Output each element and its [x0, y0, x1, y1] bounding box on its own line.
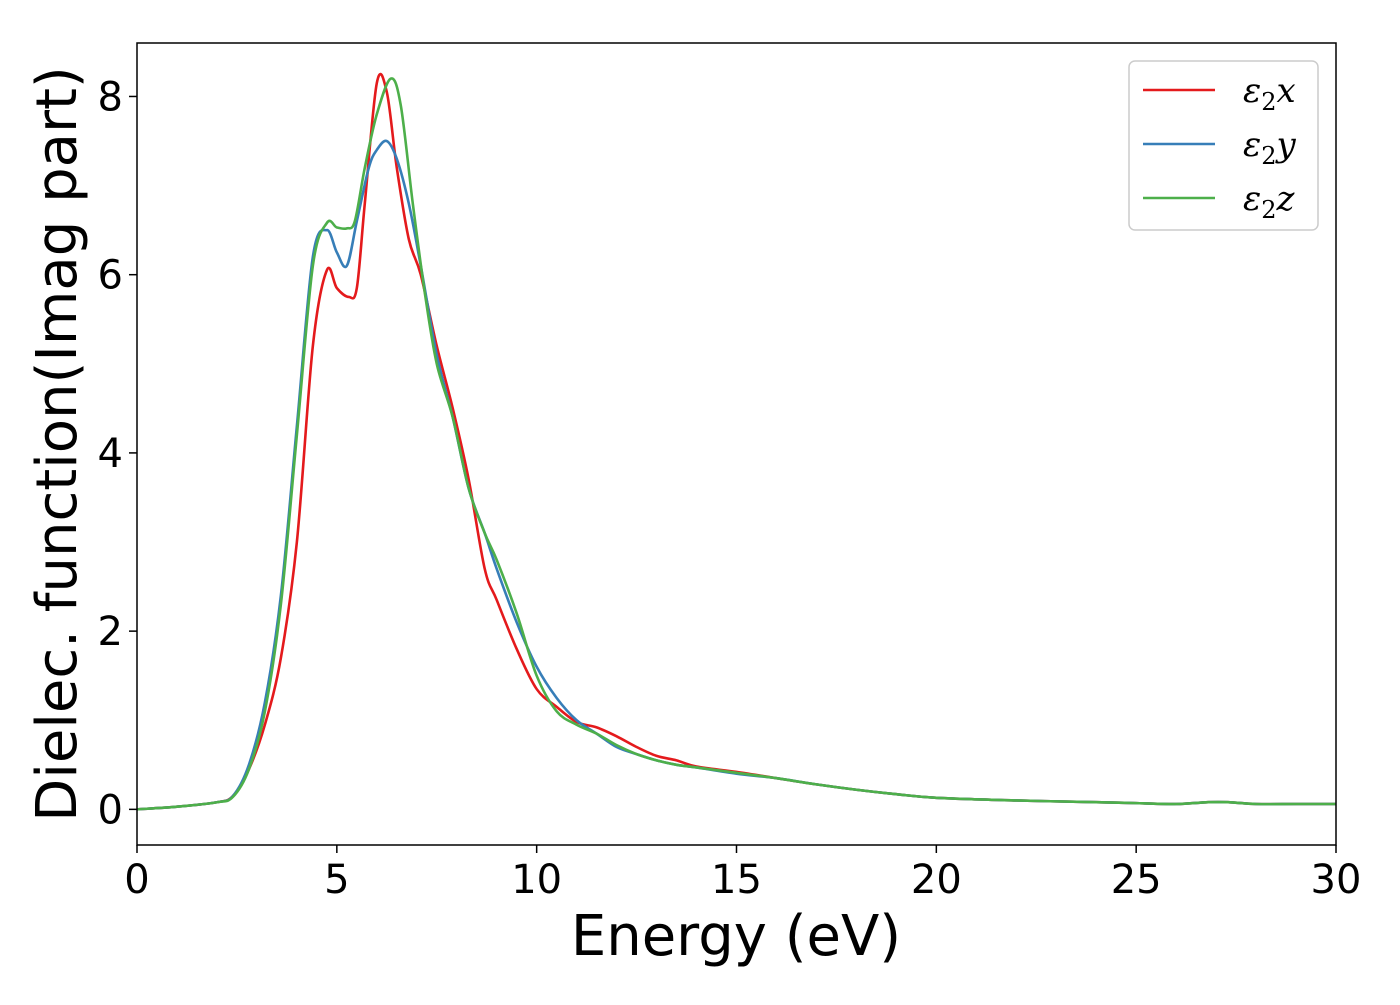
x-tick-label: 5 — [324, 857, 349, 903]
y-tick-label: 0 — [98, 787, 123, 833]
x-tick-label: 0 — [124, 857, 149, 903]
x-axis-title: Energy (eV) — [571, 904, 901, 969]
legend-label-z: ε2z — [1243, 179, 1296, 224]
legend-label-base: ε — [1243, 71, 1261, 111]
legend-label-subscript: 2 — [1261, 88, 1276, 116]
legend-label-y: ε2y — [1243, 125, 1297, 170]
legend-label-suffix: y — [1275, 125, 1297, 165]
x-tick-label: 15 — [711, 857, 762, 903]
legend-label-base: ε — [1243, 125, 1261, 165]
legend-label-suffix: x — [1277, 71, 1296, 111]
x-tick-label: 10 — [511, 857, 562, 903]
legend-label-subscript: 2 — [1261, 142, 1276, 170]
legend-label-subscript: 2 — [1261, 196, 1276, 224]
y-tick-label: 6 — [98, 253, 123, 299]
x-axis: 0 5 10 15 20 25 30 — [124, 845, 1361, 903]
legend-label-base: ε — [1243, 179, 1261, 219]
x-tick-label: 30 — [1311, 857, 1362, 903]
x-tick-label: 20 — [911, 857, 962, 903]
y-tick-label: 4 — [98, 431, 123, 477]
y-tick-label: 8 — [98, 74, 123, 120]
legend-box — [1128, 60, 1319, 231]
y-axis-title: Dielec. function(Imag part) — [25, 66, 90, 822]
series-layer — [137, 72, 1336, 811]
series-line-z — [137, 77, 1336, 811]
x-tick-label: 25 — [1111, 857, 1162, 903]
y-axis: 0 2 4 6 8 — [98, 74, 137, 833]
y-tick-label: 2 — [98, 609, 123, 655]
legend-label-suffix: z — [1276, 179, 1296, 219]
legend-label-x: ε2x — [1243, 71, 1296, 116]
